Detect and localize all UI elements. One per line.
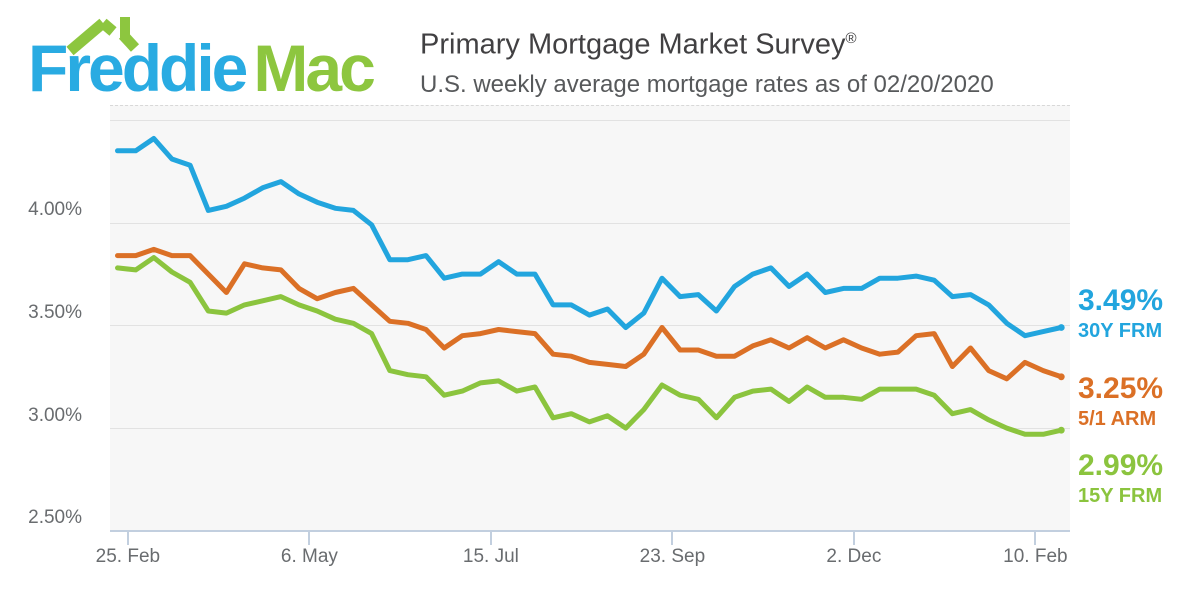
page-subtitle: U.S. weekly average mortgage rates as of… xyxy=(420,70,994,98)
series-end-dot xyxy=(1057,324,1065,331)
end-value-5-1-arm: 3.25% xyxy=(1078,372,1164,405)
x-axis-label: 6. May xyxy=(280,546,338,567)
gridline-3-00 xyxy=(110,428,1070,429)
series-line-15y-frm xyxy=(115,255,1064,437)
series-end-label-5-1-arm: 3.25% 5/1 ARM xyxy=(1078,372,1164,430)
logo-word-freddie: Freddie xyxy=(28,31,248,105)
x-axis-tick xyxy=(308,532,311,545)
end-name-15y-frm: 15Y FRM xyxy=(1078,485,1163,507)
gridline-3-50 xyxy=(110,325,1070,326)
registered-trademark-symbol: ® xyxy=(845,30,857,47)
series-end-dot xyxy=(1057,373,1065,381)
logo-word-mac: Mac xyxy=(253,31,375,105)
gridline-4-00 xyxy=(110,223,1070,224)
x-axis-tick xyxy=(126,532,129,545)
series-line-5-1-arm xyxy=(115,246,1064,382)
x-axis-label: 10. Feb xyxy=(1003,546,1068,567)
gridline-4-50 xyxy=(110,120,1070,121)
x-axis-label: 23. Sep xyxy=(639,546,706,567)
plot-area xyxy=(110,105,1070,532)
y-axis-label: 3.50% xyxy=(28,302,82,323)
series-end-dot xyxy=(1057,426,1065,434)
end-value-15y-frm: 2.99% xyxy=(1078,449,1164,482)
y-axis-label: 4.00% xyxy=(28,199,82,220)
series-line-30y-frm xyxy=(115,136,1064,339)
y-axis-label: 3.00% xyxy=(28,405,82,426)
x-axis-label: 2. Dec xyxy=(826,546,882,567)
page-title: Primary Mortgage Market Survey® xyxy=(420,28,857,61)
house-roof-icon xyxy=(66,17,140,56)
x-axis-tick xyxy=(1034,532,1037,545)
x-axis-tick xyxy=(671,532,674,545)
x-axis-label: 15. Jul xyxy=(462,546,519,567)
rates-line-chart: 4.00% 3.50% 3.00% 2.50% 3.49% 30Y FRM 3.… xyxy=(0,100,1200,600)
x-axis-tick xyxy=(852,532,855,545)
x-axis-label: 25. Feb xyxy=(95,546,161,567)
y-axis-label: 2.50% xyxy=(28,507,82,528)
series-end-label-15y-frm: 2.99% 15Y FRM xyxy=(1078,449,1164,507)
end-value-30y-frm: 3.49% xyxy=(1078,284,1164,317)
freddie-mac-logo: Freddie Mac xyxy=(28,14,408,106)
end-name-30y-frm: 30Y FRM xyxy=(1078,320,1163,342)
end-name-5-1-arm: 5/1 ARM xyxy=(1078,408,1157,430)
series-end-label-30y-frm: 3.49% 30Y FRM xyxy=(1078,284,1164,342)
header-title-block: Primary Mortgage Market Survey® U.S. wee… xyxy=(420,22,1140,99)
series-lines-canvas xyxy=(115,136,1065,437)
logo-wordmark: Freddie Mac xyxy=(28,35,376,101)
x-axis-line xyxy=(110,530,1070,532)
x-axis-tick xyxy=(489,532,492,545)
